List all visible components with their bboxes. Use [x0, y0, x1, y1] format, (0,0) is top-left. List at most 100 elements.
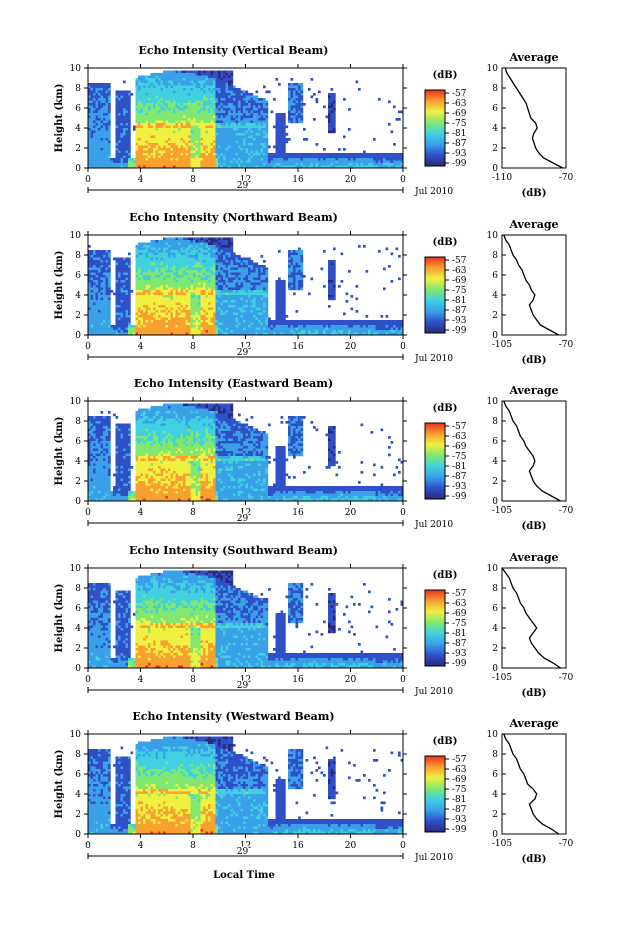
heatmap-cell — [188, 108, 191, 111]
heatmap-cell — [200, 163, 204, 166]
heatmap-cell — [105, 105, 109, 109]
heatmap-cell — [95, 257, 99, 261]
heatmap-cell — [388, 100, 391, 104]
heatmap-cell — [198, 113, 201, 116]
heatmap-cell — [90, 302, 94, 306]
heatmap-cell — [148, 242, 151, 246]
heatmap-cell — [280, 153, 284, 156]
heatmap-cell — [228, 138, 231, 141]
heatmap-cell — [295, 110, 299, 114]
heatmap-cell — [153, 163, 156, 166]
heatmap-cell — [148, 277, 151, 281]
heatmap-cell — [178, 267, 181, 271]
heatmap-cell — [263, 113, 266, 116]
heatmap-cell — [250, 130, 254, 134]
heatmap-cell — [288, 103, 291, 106]
heatmap-cell — [300, 153, 304, 156]
heatmap-cell — [200, 138, 204, 141]
heatmap-cell — [210, 270, 214, 273]
heatmap-cell — [105, 250, 109, 253]
heatmap-cell — [265, 125, 269, 129]
heatmap-cell — [193, 255, 196, 258]
heatmap-cell — [263, 160, 266, 164]
heatmap-cell — [195, 125, 199, 129]
heatmap-cell — [315, 160, 319, 164]
heatmap-cell — [153, 320, 156, 323]
heatmap-cell — [173, 163, 176, 166]
average-y-tick-label: 0 — [492, 164, 498, 174]
heatmap-cell — [210, 332, 214, 336]
heatmap-cell — [158, 90, 161, 94]
heatmap-cell — [218, 130, 221, 134]
heatmap-cell — [198, 325, 201, 328]
heatmap-cell — [170, 285, 174, 288]
heatmap-cell — [158, 113, 161, 116]
heatmap-cell — [148, 125, 151, 129]
heatmap-cell — [95, 150, 99, 154]
heatmap-cell — [265, 108, 269, 111]
heatmap-cell — [283, 150, 286, 154]
heatmap-cell — [295, 115, 299, 119]
heatmap-cell — [193, 322, 196, 326]
heatmap-cell — [128, 332, 131, 336]
heatmap-cell — [220, 130, 224, 134]
heatmap-cell — [153, 275, 156, 278]
heatmap-cell — [88, 98, 91, 101]
heatmap-cell — [128, 125, 131, 129]
heatmap-cell — [173, 110, 176, 114]
heatmap-cell — [150, 287, 154, 291]
heatmap-cell — [103, 290, 106, 293]
heatmap-cell — [198, 160, 201, 164]
heatmap-cell — [233, 148, 236, 151]
heatmap-cell — [208, 262, 211, 266]
heatmap-cell — [203, 160, 206, 164]
heatmap-cell — [263, 130, 266, 134]
heatmap-cell — [280, 120, 284, 124]
heatmap-cell — [193, 330, 196, 333]
heatmap-cell — [240, 93, 244, 96]
heatmap-cell — [125, 315, 129, 318]
heatmap-cell — [263, 158, 266, 161]
heatmap-cell — [275, 133, 279, 136]
heatmap-cell — [133, 327, 136, 331]
heatmap-cell — [88, 317, 91, 321]
heatmap-cell — [163, 88, 166, 91]
heatmap-cell — [103, 295, 106, 298]
heatmap-cell — [195, 108, 199, 111]
heatmap-cell — [205, 297, 209, 301]
heatmap-cell — [143, 317, 146, 321]
heatmap-cell — [138, 260, 141, 263]
heatmap-cell — [120, 160, 124, 164]
heatmap-cell — [338, 155, 341, 159]
heatmap-cell — [205, 85, 209, 89]
heatmap-cell — [138, 130, 141, 134]
heatmap-cell — [105, 332, 109, 336]
heatmap-cell — [280, 148, 284, 151]
heatmap-cell — [338, 153, 341, 156]
heatmap-cell — [120, 125, 124, 129]
heatmap-cell — [163, 110, 166, 114]
heatmap-cell — [160, 320, 164, 323]
heatmap-cell — [215, 240, 219, 243]
heatmap-cell — [120, 270, 124, 273]
heatmap-cell — [93, 287, 96, 291]
heatmap-cell — [198, 138, 201, 141]
heatmap-cell — [135, 285, 139, 288]
heatmap-cell — [90, 287, 94, 291]
heatmap-cell — [100, 290, 104, 293]
heatmap-cell — [205, 252, 209, 256]
heatmap-cell — [210, 290, 214, 293]
heatmap-cell — [118, 95, 121, 99]
heatmap-cell — [150, 290, 154, 293]
heatmap-cell — [240, 90, 244, 94]
heatmap-cell — [95, 290, 99, 293]
heatmap-cell — [240, 108, 244, 111]
heatmap-cell — [158, 265, 161, 268]
heatmap-cell — [350, 158, 354, 161]
heatmap-cell — [333, 105, 336, 109]
heatmap-cell — [160, 275, 164, 278]
heatmap-cell — [210, 163, 214, 166]
heatmap-cell — [185, 160, 189, 164]
heatmap-cell — [278, 158, 281, 161]
heatmap-cell — [193, 240, 196, 243]
